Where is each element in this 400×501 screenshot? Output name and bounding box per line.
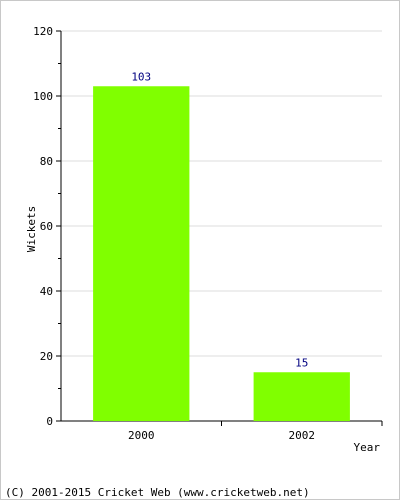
y-tick-label: 80 xyxy=(40,155,53,168)
x-tick-label: 2000 xyxy=(128,429,155,442)
x-tick-label: 2002 xyxy=(289,429,316,442)
x-axis-title: Year xyxy=(354,441,381,454)
data-label-2002: 15 xyxy=(295,356,308,369)
data-labels: 103 15 xyxy=(131,70,308,369)
y-tick-label: 0 xyxy=(46,415,53,428)
bars xyxy=(93,86,350,421)
copyright-footer: (C) 2001-2015 Cricket Web (www.cricketwe… xyxy=(5,486,310,499)
y-tick-label: 20 xyxy=(40,350,53,363)
data-label-2000: 103 xyxy=(131,70,151,83)
y-axis-title: Wickets xyxy=(25,206,38,252)
y-tick-label: 40 xyxy=(40,285,53,298)
y-tick-label: 60 xyxy=(40,220,53,233)
bar-2002 xyxy=(253,372,350,421)
y-tick-label: 120 xyxy=(33,25,53,38)
bar-2000 xyxy=(93,86,190,421)
x-ticks: 2000 2002 xyxy=(128,421,383,442)
y-tick-label: 100 xyxy=(33,90,53,103)
y-ticks: 0 20 40 60 80 100 120 xyxy=(33,25,61,428)
